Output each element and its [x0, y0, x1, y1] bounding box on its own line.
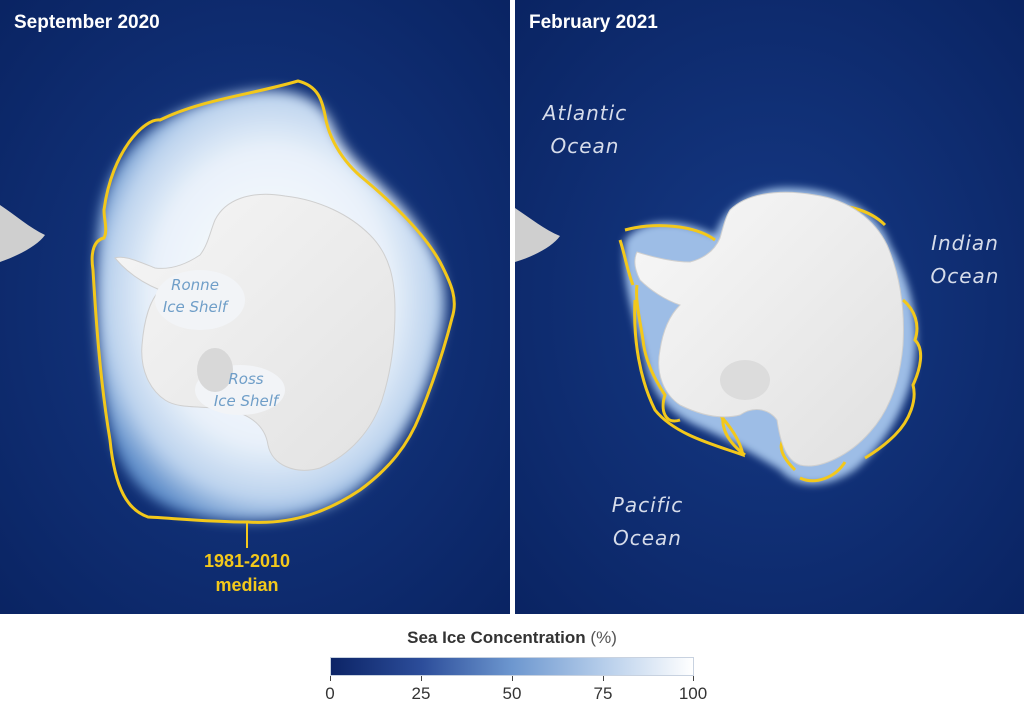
ross-label-line1: Ross	[228, 370, 264, 388]
ross-label-line2: Ice Shelf	[213, 392, 279, 410]
ronne-label-line2: Ice Shelf	[162, 298, 228, 316]
tick-mark-0	[330, 676, 331, 681]
atlantic-label-line1: Atlantic	[542, 101, 628, 125]
legend-title-text: Sea Ice Concentration	[407, 628, 586, 647]
tick-mark-75	[603, 676, 604, 681]
indian-ocean-label: Indian Ocean	[920, 227, 1010, 293]
tick-label-100: 100	[678, 684, 708, 703]
pacific-label-line2: Ocean	[613, 526, 682, 550]
antarctica-landmass	[634, 191, 904, 467]
legend-unit: (%)	[590, 628, 617, 647]
tick-mark-50	[512, 676, 513, 681]
tick-label-25: 25	[411, 684, 431, 703]
colorbar	[330, 657, 694, 676]
panel-title: February 2021	[529, 12, 658, 33]
map-february-2021	[515, 0, 1024, 614]
ronne-ice-shelf-label: Ronne Ice Shelf	[150, 274, 240, 318]
median-label: 1981-2010 median	[182, 549, 312, 597]
tick-mark-25	[421, 676, 422, 681]
ronne-label-line1: Ronne	[171, 276, 219, 294]
indian-label-line2: Ocean	[930, 264, 1000, 288]
pacific-label-line1: Pacific	[611, 493, 684, 517]
atlantic-ocean-label: Atlantic Ocean	[535, 97, 635, 163]
map-panel-february-2021: February 2021 Atlantic Ocean Indian Ocea…	[515, 0, 1024, 614]
median-extent-line	[90, 79, 456, 524]
panel-title: September 2020	[14, 12, 160, 33]
south-america-tip	[515, 208, 560, 262]
ronne-ice-shelf	[155, 270, 245, 330]
south-america-tip	[0, 205, 45, 262]
median-label-line2: median	[215, 575, 279, 595]
atlantic-label-line2: Ocean	[550, 134, 620, 158]
legend-title: Sea Ice Concentration (%)	[330, 628, 694, 648]
map-panel-september-2020: September 2020 Ronne Ice Shelf Ross Ice …	[0, 0, 510, 614]
tick-label-50: 50	[502, 684, 522, 703]
transantarctic-ridge	[720, 360, 770, 400]
antarctica-landmass	[114, 193, 396, 471]
ross-ice-shelf-label: Ross Ice Shelf	[200, 368, 292, 412]
indian-label-line1: Indian	[931, 231, 999, 255]
median-label-line1: 1981-2010	[203, 551, 291, 571]
tick-label-0: 0	[325, 684, 335, 703]
tick-label-75: 75	[593, 684, 613, 703]
tick-mark-100	[693, 676, 694, 681]
map-september-2020	[0, 0, 510, 614]
transantarctic-ridge	[197, 348, 233, 392]
pacific-ocean-label: Pacific Ocean	[600, 489, 695, 555]
